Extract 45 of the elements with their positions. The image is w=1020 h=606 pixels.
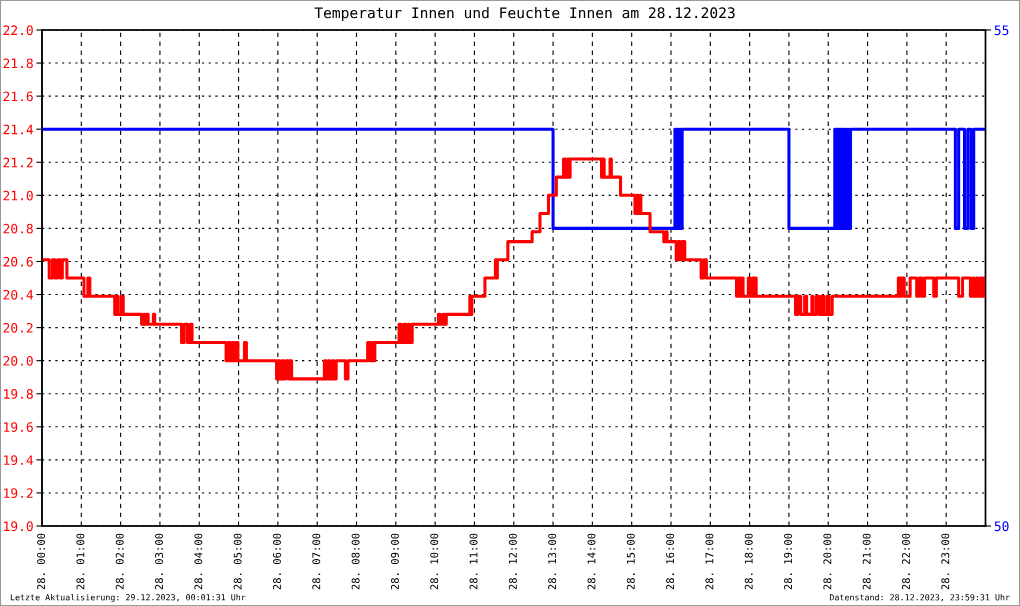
x-tick-label: 28. 03:00 [155,533,164,590]
y-tick-label: 20.2 [3,322,33,333]
x-tick-label: 28. 10:00 [430,533,439,590]
x-tick-label: 28. 20:00 [823,533,832,590]
text: Datenstand: 28.12.2023, 23:59:31 Uhr [829,593,1010,602]
x-tick-label: 28. 19:00 [784,533,793,590]
x-tick-label: 28. 04:00 [194,533,203,590]
x-tick-label: 28. 09:00 [390,533,399,590]
x-tick-label: 28. 00:00 [37,533,46,590]
y-tick-label: 21.8 [3,58,33,69]
x-tick-label: 28. 22:00 [901,533,910,590]
x-tick-label: 28. 06:00 [272,533,281,590]
y-tick-label: 21.6 [3,91,33,102]
y-tick-label: 19.8 [4,389,33,399]
x-tick-label: 28. 01:00 [76,533,85,590]
x-tick-label: 28. 08:00 [351,533,360,590]
y2-tick-label: 55 [994,25,1009,36]
x-tick-label: 28. 02:00 [115,533,124,590]
x-tick-label: 28. 15:00 [626,533,635,590]
y-tick-label: 21.0 [3,190,33,201]
y-tick-label: 20.6 [3,256,33,267]
y-tick-label: 20.4 [3,289,34,300]
y-tick-label: 22.0 [3,25,33,36]
y-tick-label: 21.2 [3,157,33,168]
chart-title: Temperatur Innen und Feuchte Innen am 28.12.2023 [314,6,735,22]
y-tick-label: 20.0 [3,356,33,366]
y-tick-label: 19.6 [4,422,33,432]
text: Letzte Aktualisierung: 29.12.2023, 00:01:31 Uhr [10,593,246,603]
x-tick-label: 28. 07:00 [312,533,321,590]
x-tick-label: 28. 05:00 [233,533,242,590]
x-tick-label: 28. 18:00 [744,533,753,590]
x-tick-label: 28. 17:00 [705,533,714,590]
x-tick-label: 28. 13:00 [548,533,557,590]
y-tick-label: 19.4 [4,455,34,465]
x-tick-label: 28. 16:00 [666,533,675,590]
y-tick-label: 19.0 [4,521,33,532]
x-tick-label: 28. 12:00 [508,533,517,590]
y-tick-label: 20.8 [3,223,33,234]
y-tick-label: 21.4 [3,124,34,135]
x-tick-label: 28. 23:00 [941,533,950,590]
y2-tick-label: 50 [994,521,1009,532]
x-tick-label: 28. 14:00 [587,533,596,590]
x-tick-label: 28. 11:00 [469,533,478,590]
x-tick-label: 28. 21:00 [862,533,871,590]
y-tick-label: 19.2 [4,488,33,499]
